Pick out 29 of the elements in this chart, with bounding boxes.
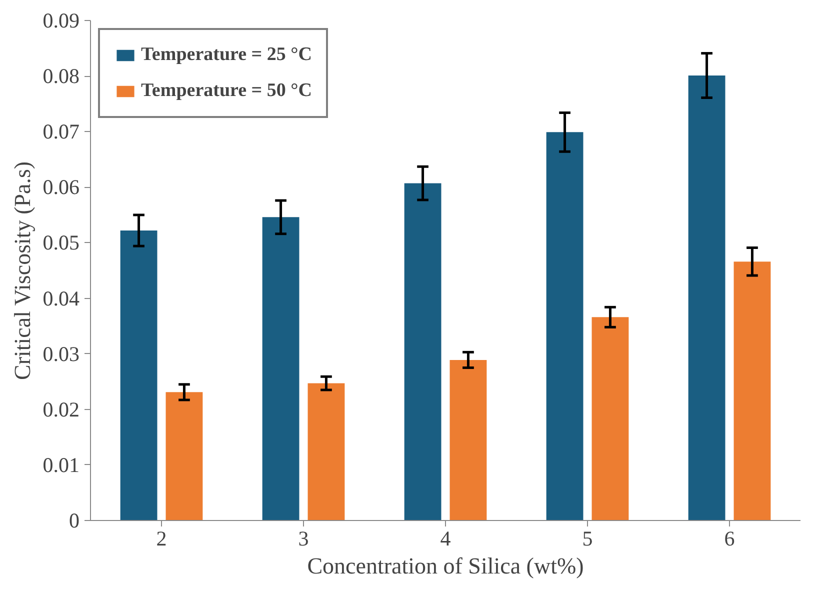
legend-label: Temperature = 25 °C (141, 44, 312, 66)
y-tick-label: 0.06 (42, 175, 80, 200)
y-axis-title: Critical Viscosity (Pa.s) (10, 161, 35, 380)
y-tick-label: 0.08 (42, 64, 80, 88)
bar (450, 360, 487, 520)
x-tick-label: 6 (724, 526, 735, 550)
y-tick-label: 0.05 (42, 230, 80, 255)
bar (546, 132, 584, 520)
x-tick-label: 2 (156, 526, 167, 550)
bar (734, 262, 771, 520)
bar (262, 217, 300, 520)
y-tick-label: 0.02 (42, 397, 80, 422)
y-tick-label: 0.04 (42, 286, 80, 310)
bar (166, 392, 203, 520)
y-tick-label: 0.01 (42, 452, 80, 477)
x-tick-label: 4 (440, 526, 452, 550)
x-axis-title: Concentration of Silica (wt%) (307, 554, 584, 578)
y-tick-label: 0.09 (42, 8, 80, 32)
bar (688, 76, 726, 520)
bar (404, 183, 442, 520)
y-tick-label: 0.03 (42, 342, 80, 366)
x-tick-label: 3 (298, 526, 309, 550)
bar (592, 317, 629, 520)
bar (308, 383, 345, 520)
y-tick-label: 0 (69, 508, 80, 532)
y-tick-label: 0.07 (42, 120, 80, 144)
bar (120, 230, 158, 520)
legend-label: Temperature = 50 °C (141, 80, 312, 102)
x-tick-label: 5 (582, 526, 593, 550)
